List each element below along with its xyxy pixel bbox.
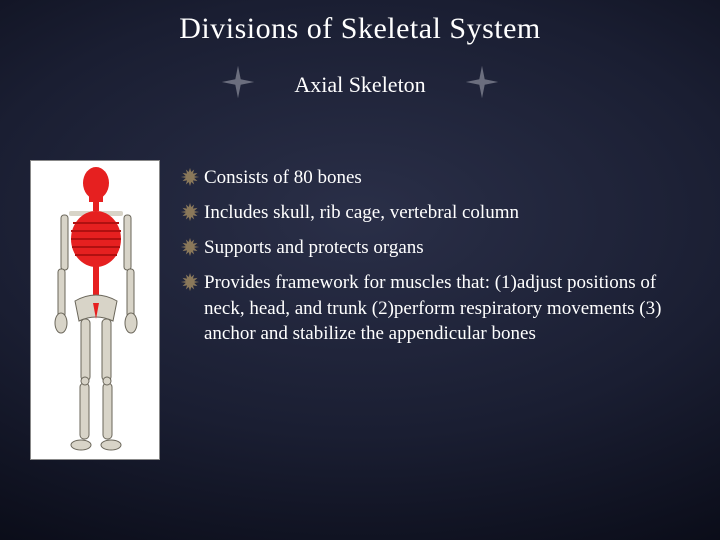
star-icon (220, 64, 256, 105)
starburst-icon (180, 272, 200, 297)
list-item: Consists of 80 bones (180, 165, 700, 192)
star-shape (222, 66, 254, 98)
skeleton-illustration (30, 160, 160, 460)
starburst-icon (180, 202, 200, 227)
list-item: Provides framework for muscles that: (1)… (180, 270, 700, 347)
star-shape (465, 66, 497, 98)
list-item: Includes skull, rib cage, vertebral colu… (180, 200, 700, 227)
bullet-list: Consists of 80 bones Includes skull, rib… (180, 160, 700, 460)
content-row: Consists of 80 bones Includes skull, rib… (0, 160, 720, 460)
list-item: Supports and protects organs (180, 235, 700, 262)
starburst-icon (180, 237, 200, 262)
skeleton-svg (31, 161, 160, 460)
bullet-text: Provides framework for muscles that: (1)… (204, 270, 700, 347)
star-icon (464, 64, 500, 105)
bullet-text: Supports and protects organs (204, 235, 424, 261)
subtitle-row: Axial Skeleton (0, 64, 720, 105)
starburst-icon (180, 167, 200, 192)
bullet-text: Includes skull, rib cage, vertebral colu… (204, 200, 519, 226)
subtitle-text: Axial Skeleton (294, 72, 425, 98)
page-title: Divisions of Skeletal System (0, 0, 720, 46)
bullet-text: Consists of 80 bones (204, 165, 362, 191)
